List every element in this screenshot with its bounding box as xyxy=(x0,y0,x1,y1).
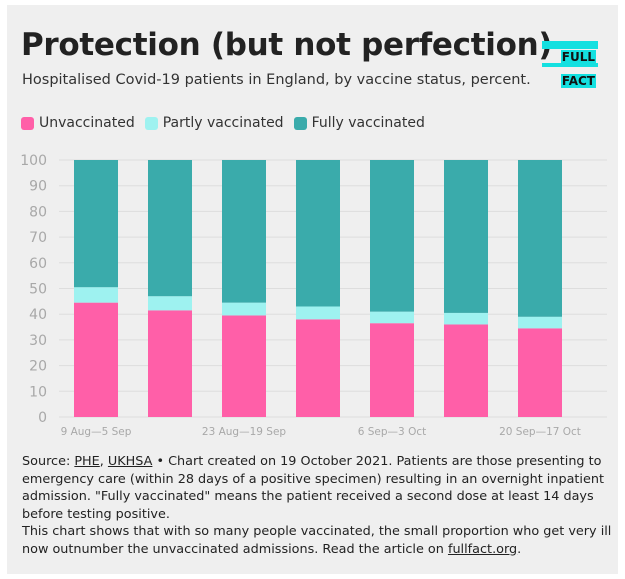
stacked-bar-chart: 0 10 20 30 40 50 60 70 80 90 100 9 Aug—5 Sep 23 Aug—… xyxy=(20,153,607,438)
legend-label-fully-vaccinated: Fully vaccinated xyxy=(311,115,425,131)
logo-word-fact: FACT xyxy=(560,74,596,88)
source-link-phe[interactable]: PHE xyxy=(74,454,100,469)
y-tick-label: 30 xyxy=(29,333,47,349)
x-tick-label: 6 Sep—3 Oct xyxy=(358,426,426,438)
x-tick-label: 20 Sep—17 Oct xyxy=(499,426,581,438)
logo-bar-mid xyxy=(542,63,598,67)
bar-segment-fully-vaccinated[interactable] xyxy=(148,160,192,297)
bar-segment-unvaccinated[interactable] xyxy=(74,302,118,417)
logo-bar-top xyxy=(542,41,598,49)
y-tick-label: 90 xyxy=(29,179,47,195)
bar-segment-partly-vaccinated[interactable] xyxy=(74,287,118,303)
bar-segment-unvaccinated[interactable] xyxy=(518,328,562,417)
y-tick-label: 10 xyxy=(29,384,47,400)
y-tick-label: 40 xyxy=(29,307,47,323)
footnote-article-text: This chart shows that with so many peopl… xyxy=(22,524,612,557)
y-tick-label: 0 xyxy=(38,410,47,426)
chart-subtitle: Hospitalised Covid-19 patients in Englan… xyxy=(22,72,531,88)
x-tick-label: 23 Aug—19 Sep xyxy=(202,426,287,438)
y-tick-label: 70 xyxy=(29,230,47,246)
bar-segment-unvaccinated[interactable] xyxy=(370,323,414,417)
legend-item-fully-vaccinated: Fully vaccinated xyxy=(293,115,425,131)
legend-item-unvaccinated: Unvaccinated xyxy=(21,115,135,131)
bar-segment-fully-vaccinated[interactable] xyxy=(74,160,118,288)
source-separator: , xyxy=(99,454,108,469)
y-tick-label: 100 xyxy=(20,153,47,169)
footnote-end: . xyxy=(517,541,522,557)
y-tick-label: 50 xyxy=(29,282,47,298)
chart-legend: Unvaccinated Partly vaccinated Fully vac… xyxy=(21,115,435,131)
bar-segment-fully-vaccinated[interactable] xyxy=(370,160,414,312)
bar-segment-partly-vaccinated[interactable] xyxy=(444,312,488,325)
bar-segment-partly-vaccinated[interactable] xyxy=(222,302,266,316)
legend-label-partly-vaccinated: Partly vaccinated xyxy=(162,115,284,131)
bar-segment-unvaccinated[interactable] xyxy=(222,315,266,417)
y-tick-label: 60 xyxy=(29,256,47,272)
bar-segment-partly-vaccinated[interactable] xyxy=(296,306,340,320)
footnote-text: • Chart created on 19 October 2021. Pati… xyxy=(22,454,604,522)
legend-swatch-partly-vaccinated xyxy=(144,116,158,130)
bar-segment-unvaccinated[interactable] xyxy=(296,319,340,417)
legend-swatch-unvaccinated xyxy=(21,116,34,130)
legend-swatch-fully-vaccinated xyxy=(293,116,307,130)
y-tick-label: 80 xyxy=(29,204,47,220)
x-tick-label: 9 Aug—5 Sep xyxy=(61,426,132,438)
legend-item-partly-vaccinated: Partly vaccinated xyxy=(144,115,284,131)
chart-footnote: Source: PHE, UKHSA • Chart created on 19… xyxy=(22,453,612,558)
logo-word-full: FULL xyxy=(560,50,596,64)
source-label: Source: xyxy=(22,454,75,469)
chart-card: Protection (but not perfection) Hospital… xyxy=(7,5,618,574)
bar-segment-partly-vaccinated[interactable] xyxy=(148,296,192,311)
bar-segment-unvaccinated[interactable] xyxy=(148,310,192,417)
bar-segment-fully-vaccinated[interactable] xyxy=(296,160,340,307)
y-tick-label: 20 xyxy=(29,359,47,375)
source-link-ukhsa[interactable]: UKHSA xyxy=(107,454,153,469)
bar-segment-fully-vaccinated[interactable] xyxy=(518,160,562,317)
chart-title: Protection (but not perfection) xyxy=(21,27,553,63)
bar-segment-fully-vaccinated[interactable] xyxy=(222,160,266,303)
bar-segment-partly-vaccinated[interactable] xyxy=(370,311,414,324)
bar-segment-partly-vaccinated[interactable] xyxy=(518,316,562,329)
bar-segment-fully-vaccinated[interactable] xyxy=(444,160,488,313)
legend-label-unvaccinated: Unvaccinated xyxy=(39,115,135,131)
article-link-fullfact[interactable]: fullfact.org xyxy=(447,541,518,557)
full-fact-logo[interactable]: FULL FACT xyxy=(542,41,598,91)
bar-segment-unvaccinated[interactable] xyxy=(444,324,488,417)
